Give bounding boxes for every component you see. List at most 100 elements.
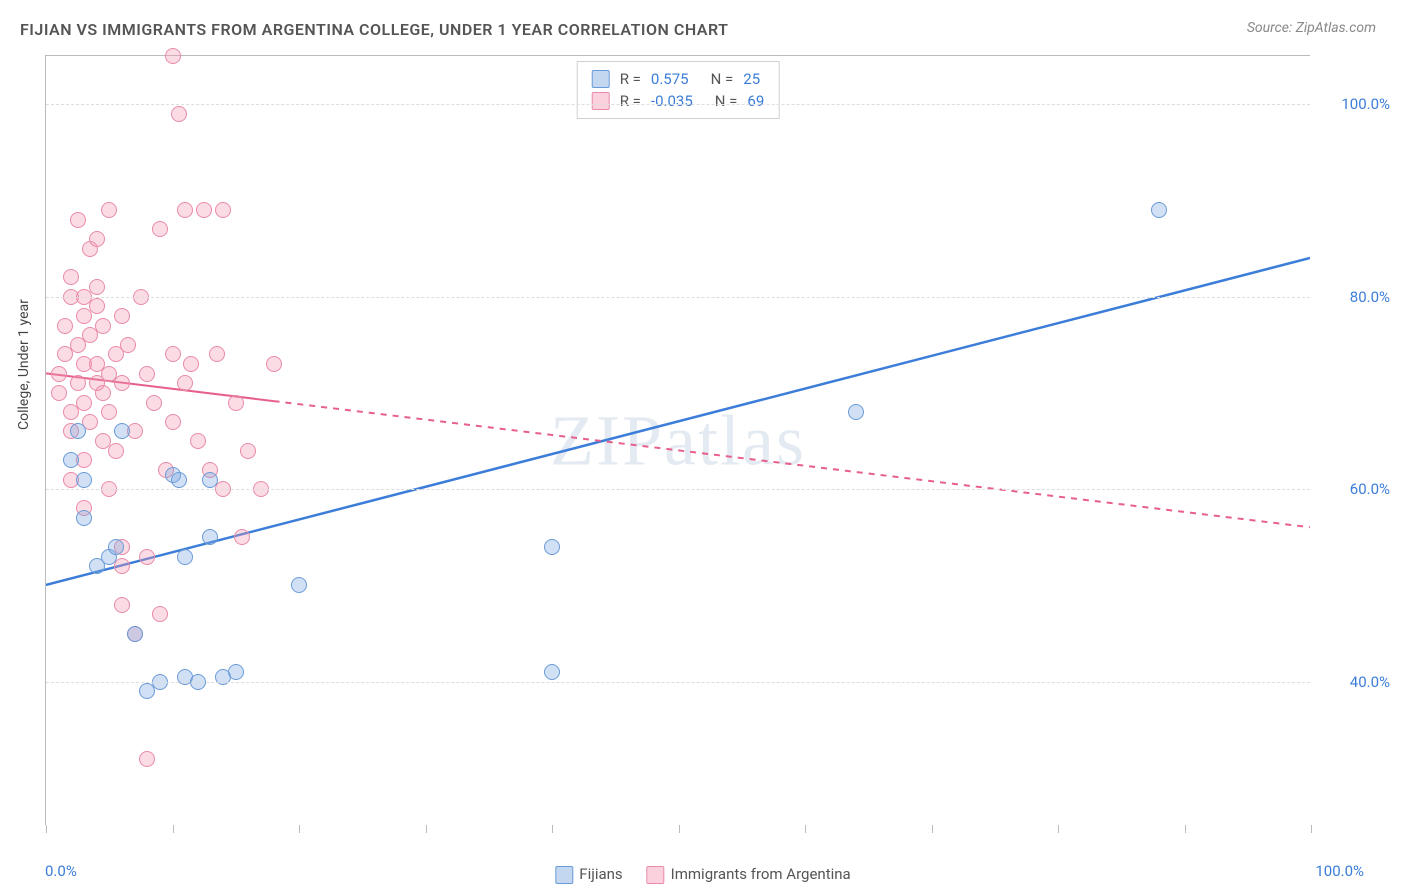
r-label: R = bbox=[620, 90, 641, 112]
data-point bbox=[120, 337, 136, 353]
data-point bbox=[63, 452, 79, 468]
data-point bbox=[291, 577, 307, 593]
plot-layer bbox=[46, 56, 1310, 825]
xtick bbox=[1058, 825, 1059, 833]
r-value-fijians: 0.575 bbox=[651, 68, 689, 90]
r-value-argentina: -0.035 bbox=[651, 90, 693, 112]
data-point bbox=[70, 423, 86, 439]
swatch-pink-icon bbox=[592, 92, 610, 110]
data-point bbox=[89, 231, 105, 247]
legend-correlation: R = 0.575 N = 25 R = -0.035 N = 69 bbox=[577, 61, 780, 119]
data-point bbox=[165, 48, 181, 64]
x-min-label: 0.0% bbox=[45, 862, 77, 880]
data-point bbox=[51, 385, 67, 401]
source-label: Source: ZipAtlas.com bbox=[1247, 20, 1376, 36]
data-point bbox=[266, 356, 282, 372]
data-point bbox=[101, 404, 117, 420]
data-point bbox=[1151, 202, 1167, 218]
legend-label-argentina: Immigrants from Argentina bbox=[671, 865, 851, 883]
swatch-pink-icon bbox=[647, 866, 665, 884]
data-point bbox=[70, 375, 86, 391]
gridline bbox=[46, 489, 1310, 490]
xtick bbox=[552, 825, 553, 833]
data-point bbox=[209, 346, 225, 362]
data-point bbox=[196, 202, 212, 218]
data-point bbox=[171, 472, 187, 488]
data-point bbox=[108, 539, 124, 555]
data-point bbox=[171, 106, 187, 122]
data-point bbox=[177, 375, 193, 391]
xtick bbox=[805, 825, 806, 833]
data-point bbox=[139, 751, 155, 767]
xtick bbox=[932, 825, 933, 833]
legend-item-fijians: Fijians bbox=[555, 865, 622, 884]
legend-row-argentina: R = -0.035 N = 69 bbox=[592, 90, 765, 112]
data-point bbox=[63, 269, 79, 285]
data-point bbox=[215, 202, 231, 218]
n-label: N = bbox=[715, 90, 738, 112]
data-point bbox=[57, 318, 73, 334]
xtick bbox=[679, 825, 680, 833]
data-point bbox=[177, 202, 193, 218]
data-point bbox=[240, 443, 256, 459]
data-point bbox=[544, 539, 560, 555]
gridline bbox=[46, 297, 1310, 298]
xtick bbox=[46, 825, 47, 833]
data-point bbox=[146, 395, 162, 411]
data-point bbox=[101, 202, 117, 218]
y-axis-label: College, Under 1 year bbox=[16, 299, 32, 430]
n-value-argentina: 69 bbox=[747, 90, 764, 112]
chart-title: FIJIAN VS IMMIGRANTS FROM ARGENTINA COLL… bbox=[20, 20, 728, 39]
legend-series: Fijians Immigrants from Argentina bbox=[555, 865, 850, 884]
xtick bbox=[1311, 825, 1312, 833]
legend-item-argentina: Immigrants from Argentina bbox=[647, 865, 851, 884]
xtick bbox=[1185, 825, 1186, 833]
data-point bbox=[165, 346, 181, 362]
n-label: N = bbox=[711, 68, 734, 90]
swatch-blue-icon bbox=[555, 866, 573, 884]
data-point bbox=[177, 549, 193, 565]
data-point bbox=[51, 366, 67, 382]
x-max-label: 100.0% bbox=[1315, 862, 1364, 880]
legend-label-fijians: Fijians bbox=[579, 865, 622, 883]
data-point bbox=[95, 385, 111, 401]
data-point bbox=[89, 279, 105, 295]
ytick-label: 60.0% bbox=[1320, 480, 1390, 498]
data-point bbox=[848, 404, 864, 420]
data-point bbox=[234, 529, 250, 545]
n-value-fijians: 25 bbox=[743, 68, 760, 90]
data-point bbox=[89, 298, 105, 314]
gridline bbox=[46, 104, 1310, 105]
data-point bbox=[139, 549, 155, 565]
xtick bbox=[173, 825, 174, 833]
chart-area: ZIPatlas R = 0.575 N = 25 R = -0.035 N =… bbox=[45, 55, 1310, 825]
data-point bbox=[114, 558, 130, 574]
data-point bbox=[202, 529, 218, 545]
legend-row-fijians: R = 0.575 N = 25 bbox=[592, 68, 765, 90]
data-point bbox=[165, 414, 181, 430]
r-label: R = bbox=[620, 68, 641, 90]
data-point bbox=[76, 472, 92, 488]
data-point bbox=[183, 356, 199, 372]
data-point bbox=[152, 221, 168, 237]
data-point bbox=[114, 597, 130, 613]
data-point bbox=[152, 606, 168, 622]
data-point bbox=[202, 472, 218, 488]
gridline bbox=[46, 682, 1310, 683]
xtick bbox=[299, 825, 300, 833]
data-point bbox=[228, 395, 244, 411]
data-point bbox=[139, 366, 155, 382]
data-point bbox=[114, 423, 130, 439]
data-point bbox=[544, 664, 560, 680]
xtick bbox=[426, 825, 427, 833]
data-point bbox=[228, 664, 244, 680]
data-point bbox=[70, 212, 86, 228]
data-point bbox=[114, 308, 130, 324]
ytick-label: 100.0% bbox=[1320, 95, 1390, 113]
data-point bbox=[190, 433, 206, 449]
data-point bbox=[127, 626, 143, 642]
data-point bbox=[76, 510, 92, 526]
data-point bbox=[108, 443, 124, 459]
data-point bbox=[76, 395, 92, 411]
data-point bbox=[114, 375, 130, 391]
